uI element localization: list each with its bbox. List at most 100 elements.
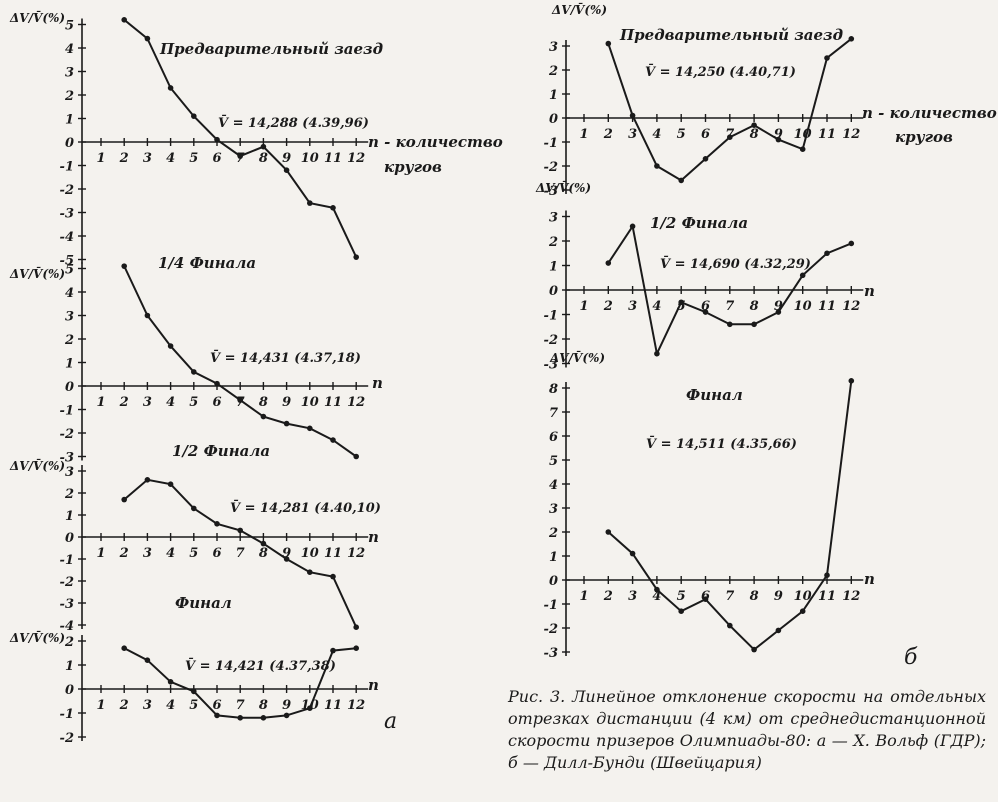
x-tick-label: 12 — [842, 299, 860, 314]
y-tick-label: 3 — [549, 40, 558, 55]
x-tick-label: 2 — [603, 589, 613, 604]
y-tick-label: -1 — [544, 598, 558, 613]
data-point — [214, 380, 220, 387]
data-point — [330, 437, 336, 443]
data-point — [751, 321, 757, 328]
x-axis-label: n - количество — [368, 133, 503, 151]
y-tick-label: -2 — [544, 622, 558, 637]
x-tick-label: 8 — [259, 395, 268, 410]
x-tick-label: 8 — [259, 698, 268, 713]
chart-4: 210-1-2123456789101112ФиналV̄ = 14,421 (… — [9, 594, 379, 746]
chart-title: 1/2 Финала — [172, 442, 270, 460]
x-tick-label: 1 — [96, 698, 105, 713]
data-point — [191, 113, 197, 119]
data-point — [678, 177, 684, 184]
data-point — [121, 17, 127, 23]
x-tick-label: 2 — [119, 395, 129, 410]
y-tick-label: -1 — [60, 404, 74, 419]
data-point — [167, 343, 174, 349]
y-tick-label: 0 — [549, 112, 558, 127]
x-tick-label: 1 — [579, 589, 588, 604]
x-tick-label: 12 — [347, 151, 365, 166]
x-tick-label: 10 — [794, 589, 812, 604]
y-tick-label: 0 — [549, 284, 558, 299]
data-point — [260, 413, 267, 420]
x-tick-label: 12 — [347, 395, 365, 410]
data-point — [121, 645, 127, 651]
data-point — [353, 453, 360, 460]
y-tick-label: 0 — [65, 531, 74, 546]
data-point — [654, 586, 660, 593]
x-tick-label: 5 — [677, 299, 686, 314]
x-tick-label: 5 — [189, 395, 198, 410]
x-tick-label: 1 — [96, 395, 105, 410]
x-tick-label: 2 — [119, 151, 129, 166]
y-tick-label: 4 — [65, 286, 74, 301]
data-point — [353, 624, 360, 630]
x-tick-label: 5 — [189, 151, 198, 166]
x-axis-label: n — [368, 528, 379, 546]
y-tick-label: 5 — [65, 19, 74, 34]
x-axis-label: n - количество — [862, 104, 997, 122]
x-tick-label: 5 — [677, 589, 686, 604]
data-point — [237, 153, 243, 159]
data-point — [824, 250, 830, 257]
x-tick-label: 7 — [725, 299, 734, 314]
x-tick-label: 8 — [750, 589, 759, 604]
y-axis-label: ΔV/V̄(%) — [535, 179, 591, 195]
x-tick-label: 10 — [301, 546, 319, 561]
y-tick-label: -2 — [544, 333, 558, 348]
x-tick-label: 4 — [652, 299, 661, 314]
data-point — [167, 679, 174, 685]
data-point — [654, 350, 660, 357]
x-tick-label: 4 — [652, 589, 661, 604]
y-tick-label: -2 — [60, 575, 74, 590]
x-tick-label: 3 — [628, 127, 637, 142]
x-tick-label: 8 — [259, 546, 268, 561]
y-tick-label: -4 — [60, 230, 74, 245]
x-tick-label: 7 — [725, 589, 734, 604]
x-axis-label: n — [372, 374, 383, 392]
x-tick-label: 3 — [143, 151, 152, 166]
y-axis-label: ΔV/V̄(%) — [9, 9, 65, 25]
y-tick-label: 2 — [64, 635, 74, 650]
x-tick-label: 9 — [282, 546, 291, 561]
data-point — [283, 420, 290, 427]
x-tick-label: 3 — [143, 395, 152, 410]
y-tick-label: -4 — [60, 619, 74, 634]
chart-title: 1/4 Финала — [158, 254, 256, 272]
y-tick-label: 5 — [549, 454, 558, 469]
panel-label-left: а — [384, 709, 397, 734]
data-point — [191, 369, 197, 375]
data-point — [605, 40, 612, 47]
x-tick-label: 11 — [818, 589, 836, 604]
data-point — [751, 646, 757, 653]
x-tick-label: 1 — [96, 151, 105, 166]
x-tick-label: 9 — [774, 589, 783, 604]
x-axis-label-cont: кругов — [895, 128, 953, 146]
data-point — [727, 321, 733, 328]
y-tick-label: 7 — [549, 406, 558, 421]
y-tick-label: -3 — [60, 451, 74, 466]
y-tick-label: -3 — [544, 358, 558, 373]
x-tick-label: 4 — [652, 127, 661, 142]
y-axis-label: ΔV/V̄(%) — [549, 349, 605, 365]
data-point — [144, 477, 151, 483]
x-tick-label: 12 — [842, 127, 860, 142]
y-tick-label: -3 — [60, 207, 74, 222]
y-tick-label: 1 — [549, 88, 558, 103]
data-point — [629, 550, 636, 557]
x-tick-label: 1 — [96, 546, 105, 561]
data-point — [799, 146, 806, 152]
y-tick-label: -1 — [60, 160, 74, 175]
y-tick-label: 1 — [65, 659, 74, 674]
x-tick-label: 2 — [119, 546, 129, 561]
x-tick-label: 3 — [143, 546, 152, 561]
y-tick-label: 5 — [65, 263, 74, 278]
y-tick-label: 1 — [65, 509, 74, 524]
y-tick-label: 1 — [65, 113, 74, 128]
data-point — [702, 156, 709, 162]
